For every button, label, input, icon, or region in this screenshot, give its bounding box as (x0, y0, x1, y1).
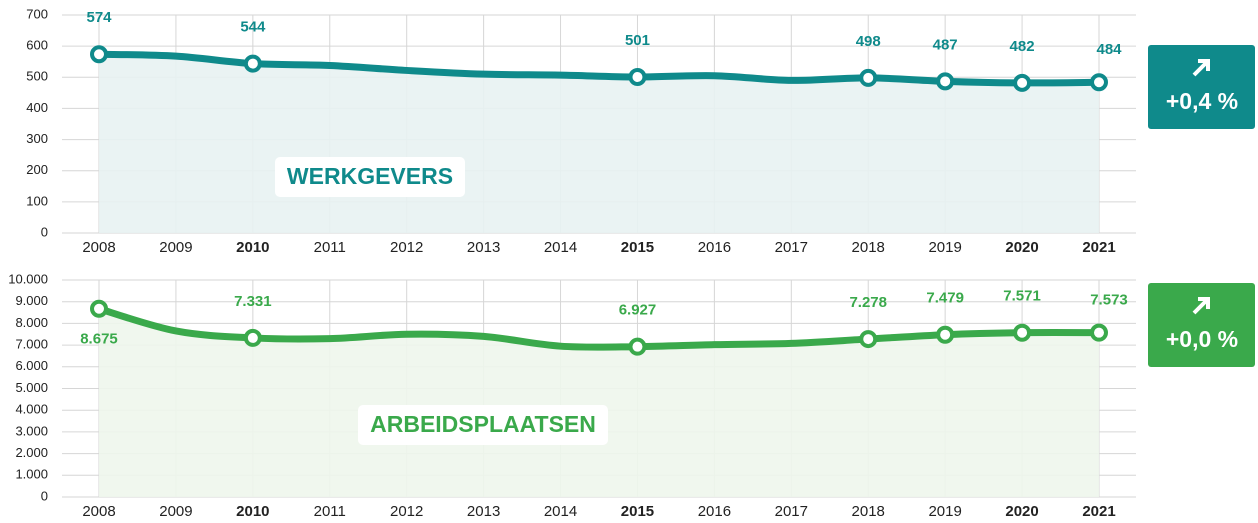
x-tick-label: 2016 (698, 503, 731, 520)
badge (1148, 45, 1255, 129)
point-marker (1090, 323, 1108, 342)
value-label: 574 (86, 9, 112, 26)
value-label: 487 (933, 36, 958, 53)
point-marker (628, 337, 647, 356)
point-marker (628, 67, 647, 86)
value-label: 7.479 (926, 290, 964, 307)
x-tick-label: 2010 (236, 239, 269, 256)
y-tick-label: 10.000 (8, 271, 48, 286)
y-tick-label: 7.000 (15, 337, 48, 352)
label-box (358, 405, 608, 445)
point-marker (90, 45, 108, 64)
badge-arrow (1192, 59, 1210, 77)
point-marker (243, 328, 262, 347)
x-tick-label: 2013 (467, 503, 500, 520)
point-marker (936, 72, 955, 91)
point-marker (243, 54, 262, 73)
y-tick-label: 200 (26, 162, 48, 177)
y-tick-label: 0 (41, 488, 48, 503)
y-tick-label: 0 (41, 224, 48, 239)
y-tick-label: 700 (26, 6, 48, 21)
point-marker (1013, 73, 1032, 92)
point-marker (859, 68, 878, 87)
point-marker (859, 330, 878, 349)
value-label: 8.675 (80, 331, 118, 348)
area (99, 308, 1099, 497)
series-label: WERKGEVERS (287, 163, 453, 189)
x-tick-label: 2015 (621, 239, 654, 256)
point-marker (90, 299, 108, 318)
label-box (275, 157, 465, 197)
x-tick-label: 2020 (1005, 239, 1038, 256)
x-tick-label: 2011 (314, 239, 346, 256)
x-tick-label: 2019 (928, 239, 961, 256)
y-tick-label: 6.000 (15, 358, 48, 373)
y-tick-label: 600 (26, 38, 48, 53)
y-tick-label: 4.000 (15, 402, 48, 417)
x-tick-label: 2008 (82, 503, 115, 520)
badge (1148, 283, 1255, 367)
value-label: 7.331 (234, 293, 272, 310)
value-label: 544 (240, 19, 266, 36)
value-label: 7.573 (1090, 292, 1128, 309)
value-label: 501 (625, 32, 650, 49)
point-marker (1013, 323, 1032, 342)
x-tick-label: 2016 (698, 239, 731, 256)
x-tick-label: 2021 (1082, 239, 1115, 256)
value-label: 482 (1010, 38, 1035, 55)
x-tick-label: 2013 (467, 239, 500, 256)
point-marker (1090, 73, 1108, 92)
x-tick-label: 2018 (852, 239, 885, 256)
x-tick-label: 2017 (775, 503, 808, 520)
badge-text: +0,0 % (1166, 326, 1238, 352)
value-label: 7.278 (849, 294, 887, 311)
point-marker (936, 325, 955, 344)
x-tick-label: 2008 (82, 239, 115, 256)
series-label: ARBEIDSPLAATSEN (370, 411, 596, 437)
y-tick-label: 100 (26, 193, 48, 208)
x-tick-label: 2019 (928, 503, 961, 520)
x-tick-label: 2018 (852, 503, 885, 520)
x-tick-label: 2014 (544, 503, 577, 520)
y-tick-label: 9.000 (15, 293, 48, 308)
value-label: 498 (856, 33, 881, 50)
x-tick-label: 2009 (159, 239, 192, 256)
y-tick-label: 2.000 (15, 445, 48, 460)
y-tick-label: 3.000 (15, 423, 48, 438)
y-tick-label: 8.000 (15, 315, 48, 330)
x-tick-label: 2012 (390, 239, 423, 256)
y-tick-label: 300 (26, 131, 48, 146)
y-tick-label: 500 (26, 69, 48, 84)
x-tick-label: 2015 (621, 503, 654, 520)
y-tick-label: 1.000 (15, 467, 48, 482)
x-tick-label: 2009 (159, 503, 192, 520)
badge-text: +0,4 % (1166, 88, 1238, 114)
x-tick-label: 2014 (544, 239, 577, 256)
x-tick-label: 2017 (775, 239, 808, 256)
x-tick-label: 2010 (236, 503, 269, 520)
x-tick-label: 2012 (390, 503, 423, 520)
x-tick-label: 2021 (1082, 503, 1115, 520)
value-label: 6.927 (619, 302, 657, 319)
y-tick-label: 5.000 (15, 380, 48, 395)
value-label: 484 (1096, 41, 1122, 58)
x-tick-label: 2011 (314, 503, 346, 520)
x-tick-label: 2020 (1005, 503, 1038, 520)
badge-arrow (1192, 297, 1210, 315)
value-label: 7.571 (1003, 288, 1041, 305)
y-tick-label: 400 (26, 100, 48, 115)
